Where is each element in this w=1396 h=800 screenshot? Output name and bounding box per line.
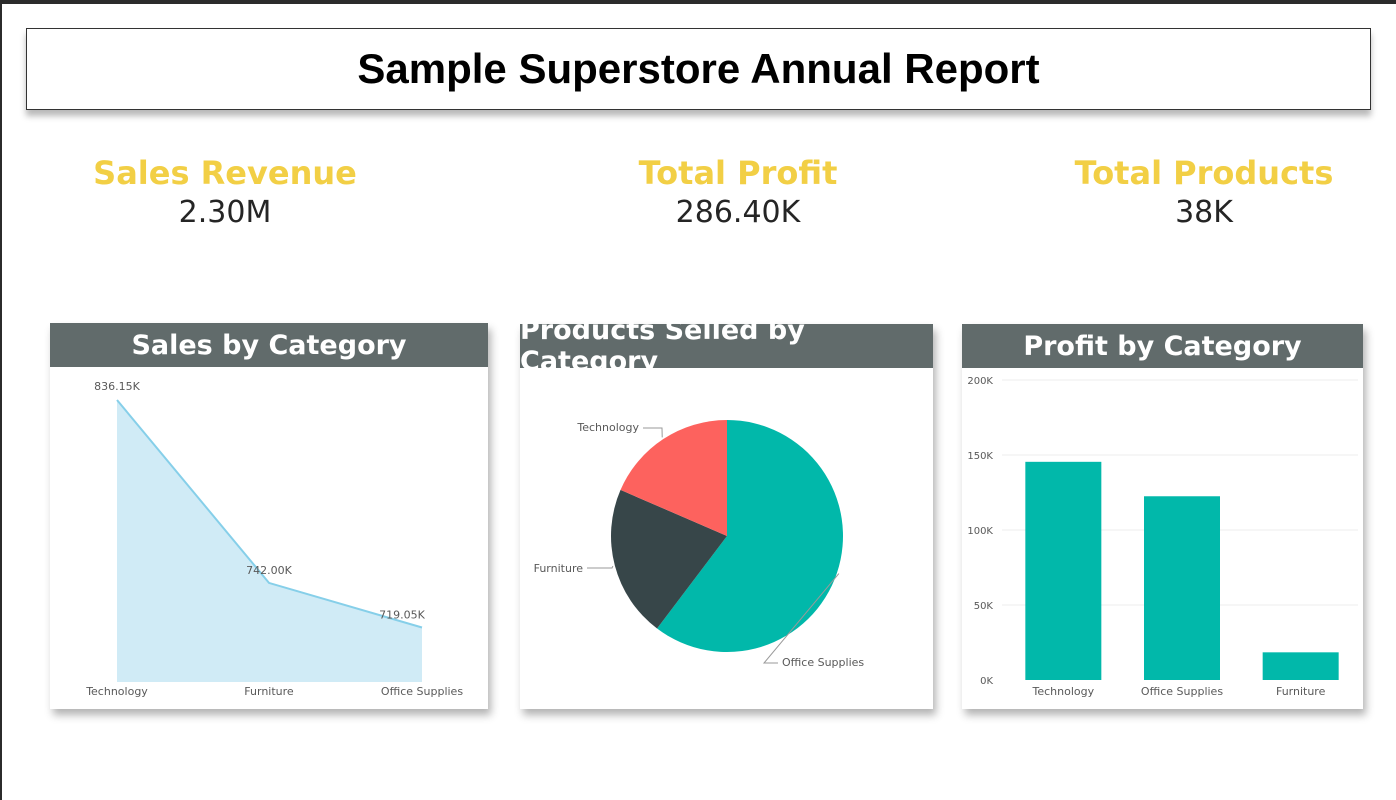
x-tick-label: Technology bbox=[85, 685, 148, 698]
profit-by-category-card: Profit by Category 0K 50K 100K 150K 200K Tech… bbox=[962, 324, 1363, 709]
x-tick-label: Technology bbox=[1032, 685, 1095, 698]
y-tick-label: 0K bbox=[980, 676, 993, 687]
data-label: 742.00K bbox=[246, 564, 292, 577]
sales-by-category-chart: 836.15K Technology 742.00K Furniture 719.05K… bbox=[85, 380, 463, 698]
chart-title: Profit by Category bbox=[1023, 330, 1302, 362]
x-tick-label: Furniture bbox=[244, 685, 294, 698]
leader-line bbox=[762, 573, 840, 664]
sales-by-category-card: Sales by Category 836.15K Technology 742.0… bbox=[50, 323, 488, 709]
report-title-box: Sample Superstore Annual Report bbox=[26, 28, 1371, 110]
area-fill bbox=[117, 400, 422, 682]
slice-label: Furniture bbox=[534, 562, 584, 575]
kpi-label: Total Products bbox=[1074, 154, 1334, 192]
slice-label: Technology bbox=[576, 421, 639, 434]
chart-title: Sales by Category bbox=[131, 329, 407, 361]
kpi-sales-revenue: Sales Revenue 2.30M bbox=[55, 154, 395, 232]
kpi-total-profit: Total Profit 286.40K bbox=[568, 154, 908, 232]
series-line bbox=[116, 399, 423, 629]
products-by-category-header: Products Selled by Category bbox=[520, 315, 933, 377]
pie-slice bbox=[620, 420, 727, 536]
kpi-value: 286.40K bbox=[675, 195, 801, 230]
bar bbox=[1025, 461, 1102, 680]
y-tick-label: 150K bbox=[967, 451, 993, 462]
report-title: Sample Superstore Annual Report bbox=[357, 45, 1040, 92]
bar bbox=[1262, 652, 1339, 680]
y-tick-label: 50K bbox=[974, 601, 994, 612]
sales-by-category-header: Sales by Category bbox=[50, 323, 488, 367]
slice-label: Office Supplies bbox=[782, 656, 864, 669]
leader-line bbox=[587, 565, 614, 569]
x-tick-label: Office Supplies bbox=[381, 685, 463, 698]
profit-by-category-header: Profit by Category bbox=[962, 324, 1363, 368]
bar bbox=[1144, 496, 1220, 680]
kpi-total-products: Total Products 38K bbox=[1034, 154, 1374, 232]
kpi-label: Total Profit bbox=[638, 154, 838, 192]
profit-by-category-chart: 0K 50K 100K 150K 200K Technology Office Suppli… bbox=[967, 376, 1358, 698]
data-label: 719.05K bbox=[379, 609, 425, 622]
products-by-category-card: Products Selled by Category Office Suppl… bbox=[520, 315, 933, 709]
y-tick-label: 100K bbox=[967, 526, 993, 537]
data-label: 836.15K bbox=[94, 380, 140, 393]
kpi-value: 38K bbox=[1175, 195, 1233, 230]
y-tick-label: 200K bbox=[967, 376, 993, 387]
pie-slice bbox=[611, 489, 727, 629]
leader-line bbox=[643, 427, 663, 438]
kpi-label: Sales Revenue bbox=[93, 154, 357, 192]
x-tick-label: Office Supplies bbox=[1141, 685, 1223, 698]
chart-title: Products Selled by Category bbox=[520, 315, 805, 377]
products-by-category-chart: Office Supplies Furniture Technology bbox=[534, 420, 864, 669]
kpi-value: 2.30M bbox=[178, 195, 272, 230]
pie-slice bbox=[657, 420, 843, 652]
x-tick-label: Furniture bbox=[1276, 685, 1326, 698]
